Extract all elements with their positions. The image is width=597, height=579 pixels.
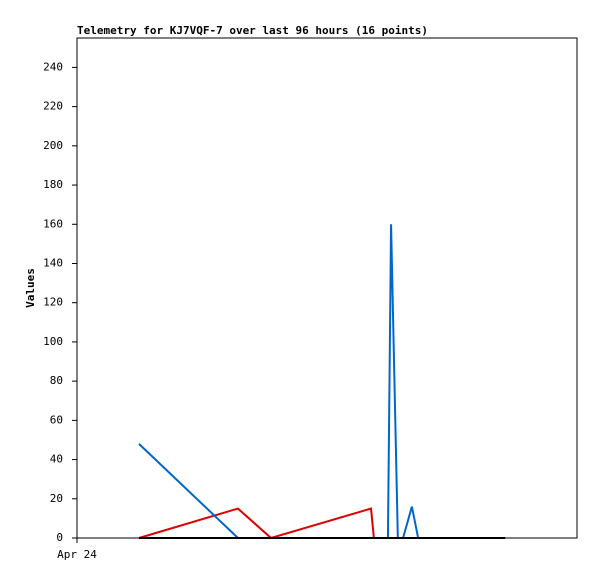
y-tick-label: 140 [43,256,63,269]
y-tick-label: 0 [56,531,63,544]
y-tick-label: 220 [43,100,63,113]
y-tick-label: 160 [43,217,63,230]
y-tick-label: 200 [43,139,63,152]
y-tick-label: 180 [43,178,63,191]
y-axis-label: Values [24,268,37,308]
y-tick-label: 80 [50,374,63,387]
chart-title: Telemetry for KJ7VQF-7 over last 96 hour… [77,24,428,37]
series-line [138,224,506,539]
y-tick-label: 40 [50,453,63,466]
y-tick-label: 60 [50,413,63,426]
y-tick-label: 100 [43,335,63,348]
y-tick-label: 20 [50,492,63,505]
plot-frame [76,37,578,539]
y-tick-label: 240 [43,60,63,73]
series-line [138,507,506,540]
x-tick-label: Apr 24 [57,548,97,561]
y-tick-label: 120 [43,296,63,309]
